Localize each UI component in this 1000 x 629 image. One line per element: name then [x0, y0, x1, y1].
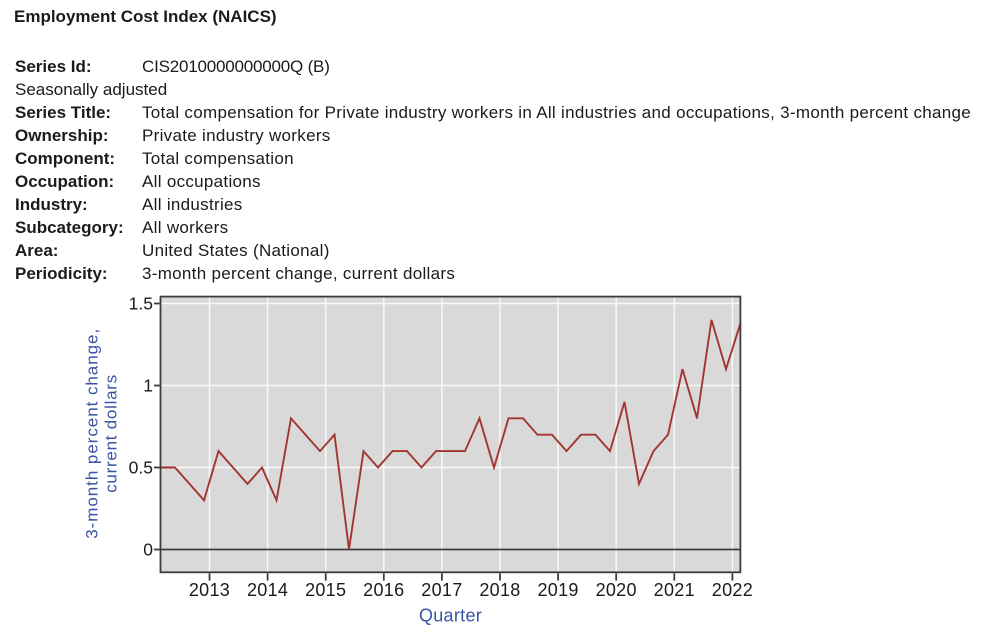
svg-text:2013: 2013	[189, 580, 230, 600]
svg-text:1.5: 1.5	[129, 294, 153, 314]
svg-text:Quarter: Quarter	[419, 605, 482, 625]
svg-text:2022: 2022	[712, 580, 753, 600]
svg-text:0.5: 0.5	[129, 458, 153, 478]
svg-text:2014: 2014	[247, 580, 288, 600]
svg-text:2017: 2017	[421, 580, 462, 600]
svg-text:2016: 2016	[363, 580, 404, 600]
svg-text:2020: 2020	[596, 580, 637, 600]
svg-text:2018: 2018	[479, 580, 520, 600]
svg-text:3-month percent change,: 3-month percent change,	[83, 329, 102, 539]
svg-text:2019: 2019	[537, 580, 578, 600]
svg-text:0: 0	[143, 540, 153, 560]
svg-text:2021: 2021	[654, 580, 695, 600]
svg-text:1: 1	[143, 376, 153, 396]
svg-text:current dollars: current dollars	[102, 375, 121, 493]
svg-text:2015: 2015	[305, 580, 346, 600]
